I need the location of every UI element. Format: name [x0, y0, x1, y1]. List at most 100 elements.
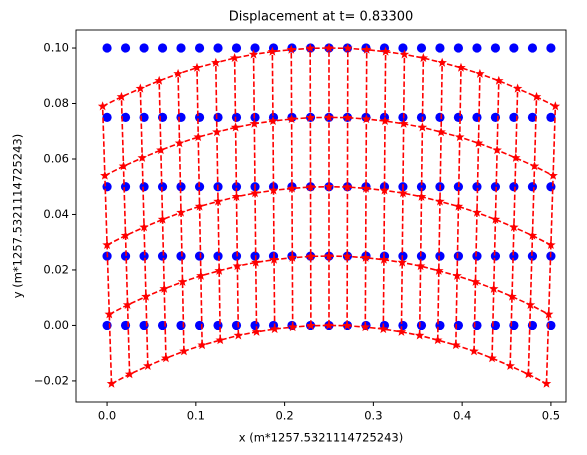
- deformed-point: [268, 115, 278, 126]
- deformed-point: [141, 291, 151, 301]
- deformed-point: [287, 183, 297, 193]
- node-point: [416, 112, 427, 122]
- deformed-point: [154, 75, 164, 85]
- deformed-point: [475, 68, 485, 78]
- deformed-point: [324, 251, 334, 261]
- deformed-point: [139, 222, 149, 232]
- deformed-point: [229, 53, 240, 63]
- node-point: [416, 43, 427, 53]
- deformed-point: [454, 132, 465, 142]
- node-point: [102, 43, 112, 53]
- node-point: [527, 112, 538, 122]
- deformed-point: [231, 191, 242, 201]
- deformed-point: [361, 44, 372, 54]
- deformed-point: [416, 191, 427, 201]
- deformed-point: [269, 254, 279, 264]
- deformed-point: [451, 340, 461, 350]
- deformed-point: [342, 182, 353, 192]
- deformed-point: [361, 183, 371, 193]
- node-point: [176, 43, 186, 53]
- node-point: [213, 320, 223, 331]
- node-point: [472, 112, 482, 122]
- deformed-point: [529, 161, 540, 171]
- deformed-point: [469, 346, 479, 356]
- deformed-point: [546, 239, 556, 250]
- node-point: [527, 43, 538, 53]
- deformed-point: [159, 283, 169, 293]
- deformed-point: [156, 145, 166, 155]
- x-tick-label: 0.4: [453, 409, 471, 423]
- deformed-point: [249, 118, 260, 128]
- node-point: [194, 251, 205, 261]
- deformed-point: [173, 68, 183, 78]
- deformed-point: [324, 320, 334, 330]
- node-point: [102, 182, 112, 192]
- node-point: [472, 251, 482, 261]
- node-point: [509, 251, 519, 261]
- node-point: [120, 182, 131, 192]
- y-tick-label: 0.02: [43, 262, 69, 276]
- deformed-point: [472, 207, 482, 217]
- y-tick-label: 0.08: [43, 96, 69, 110]
- deformed-point: [177, 276, 188, 286]
- node-point: [231, 320, 242, 331]
- node-point: [176, 112, 186, 122]
- deformed-point: [97, 101, 108, 111]
- deformed-point: [161, 353, 171, 363]
- deformed-point: [324, 181, 334, 191]
- node-point: [435, 112, 445, 122]
- node-point: [194, 320, 205, 331]
- deformed-point: [487, 353, 497, 363]
- deformed-point: [378, 324, 389, 334]
- node-point: [472, 320, 482, 331]
- node-point: [490, 182, 501, 192]
- deformed-point: [415, 261, 426, 271]
- node-point: [527, 251, 538, 261]
- deformed-point: [396, 326, 407, 336]
- deformed-point: [215, 335, 225, 345]
- deformed-point: [379, 185, 390, 195]
- node-point: [231, 43, 242, 53]
- deformed-point: [324, 112, 334, 122]
- deformed-point: [193, 132, 203, 142]
- deformed-point: [435, 196, 445, 206]
- deformed-point: [453, 201, 464, 211]
- deformed-point: [286, 44, 297, 54]
- deformed-point: [251, 326, 262, 336]
- deformed-point: [492, 145, 502, 155]
- y-tick-label: −0.02: [34, 373, 69, 387]
- deformed-point: [505, 360, 515, 370]
- deformed-point: [379, 254, 389, 264]
- deformed-point: [250, 188, 260, 198]
- deformed-point: [417, 122, 428, 132]
- deformed-point: [100, 170, 110, 180]
- node-point: [546, 182, 556, 192]
- y-axis-label: y (m*1257.5321114725243): [11, 134, 25, 298]
- deformed-point: [490, 214, 501, 224]
- node-point: [472, 43, 482, 53]
- chart-title: Displacement at t= 0.83300: [229, 10, 414, 25]
- node-point: [250, 320, 260, 331]
- deformed-point: [118, 161, 129, 171]
- node-point: [250, 43, 260, 53]
- x-tick-label: 0.3: [364, 409, 382, 423]
- deformed-point: [512, 83, 523, 93]
- node-point: [157, 43, 168, 53]
- deformed-point: [197, 340, 207, 350]
- node-point: [157, 251, 168, 261]
- deformed-point: [324, 43, 334, 53]
- deformed-point: [143, 360, 153, 370]
- node-point: [231, 112, 242, 122]
- deformed-point: [268, 185, 279, 195]
- node-point: [213, 251, 223, 261]
- deformed-point: [305, 251, 316, 261]
- deformed-point: [192, 62, 202, 72]
- node-point: [120, 251, 131, 261]
- deformed-point: [432, 335, 443, 345]
- deformed-point: [380, 46, 391, 56]
- deformed-point: [398, 188, 408, 198]
- node-point: [453, 320, 464, 331]
- y-tick-label: 0.10: [43, 41, 69, 55]
- deformed-point: [437, 57, 447, 67]
- deformed-point: [342, 112, 353, 122]
